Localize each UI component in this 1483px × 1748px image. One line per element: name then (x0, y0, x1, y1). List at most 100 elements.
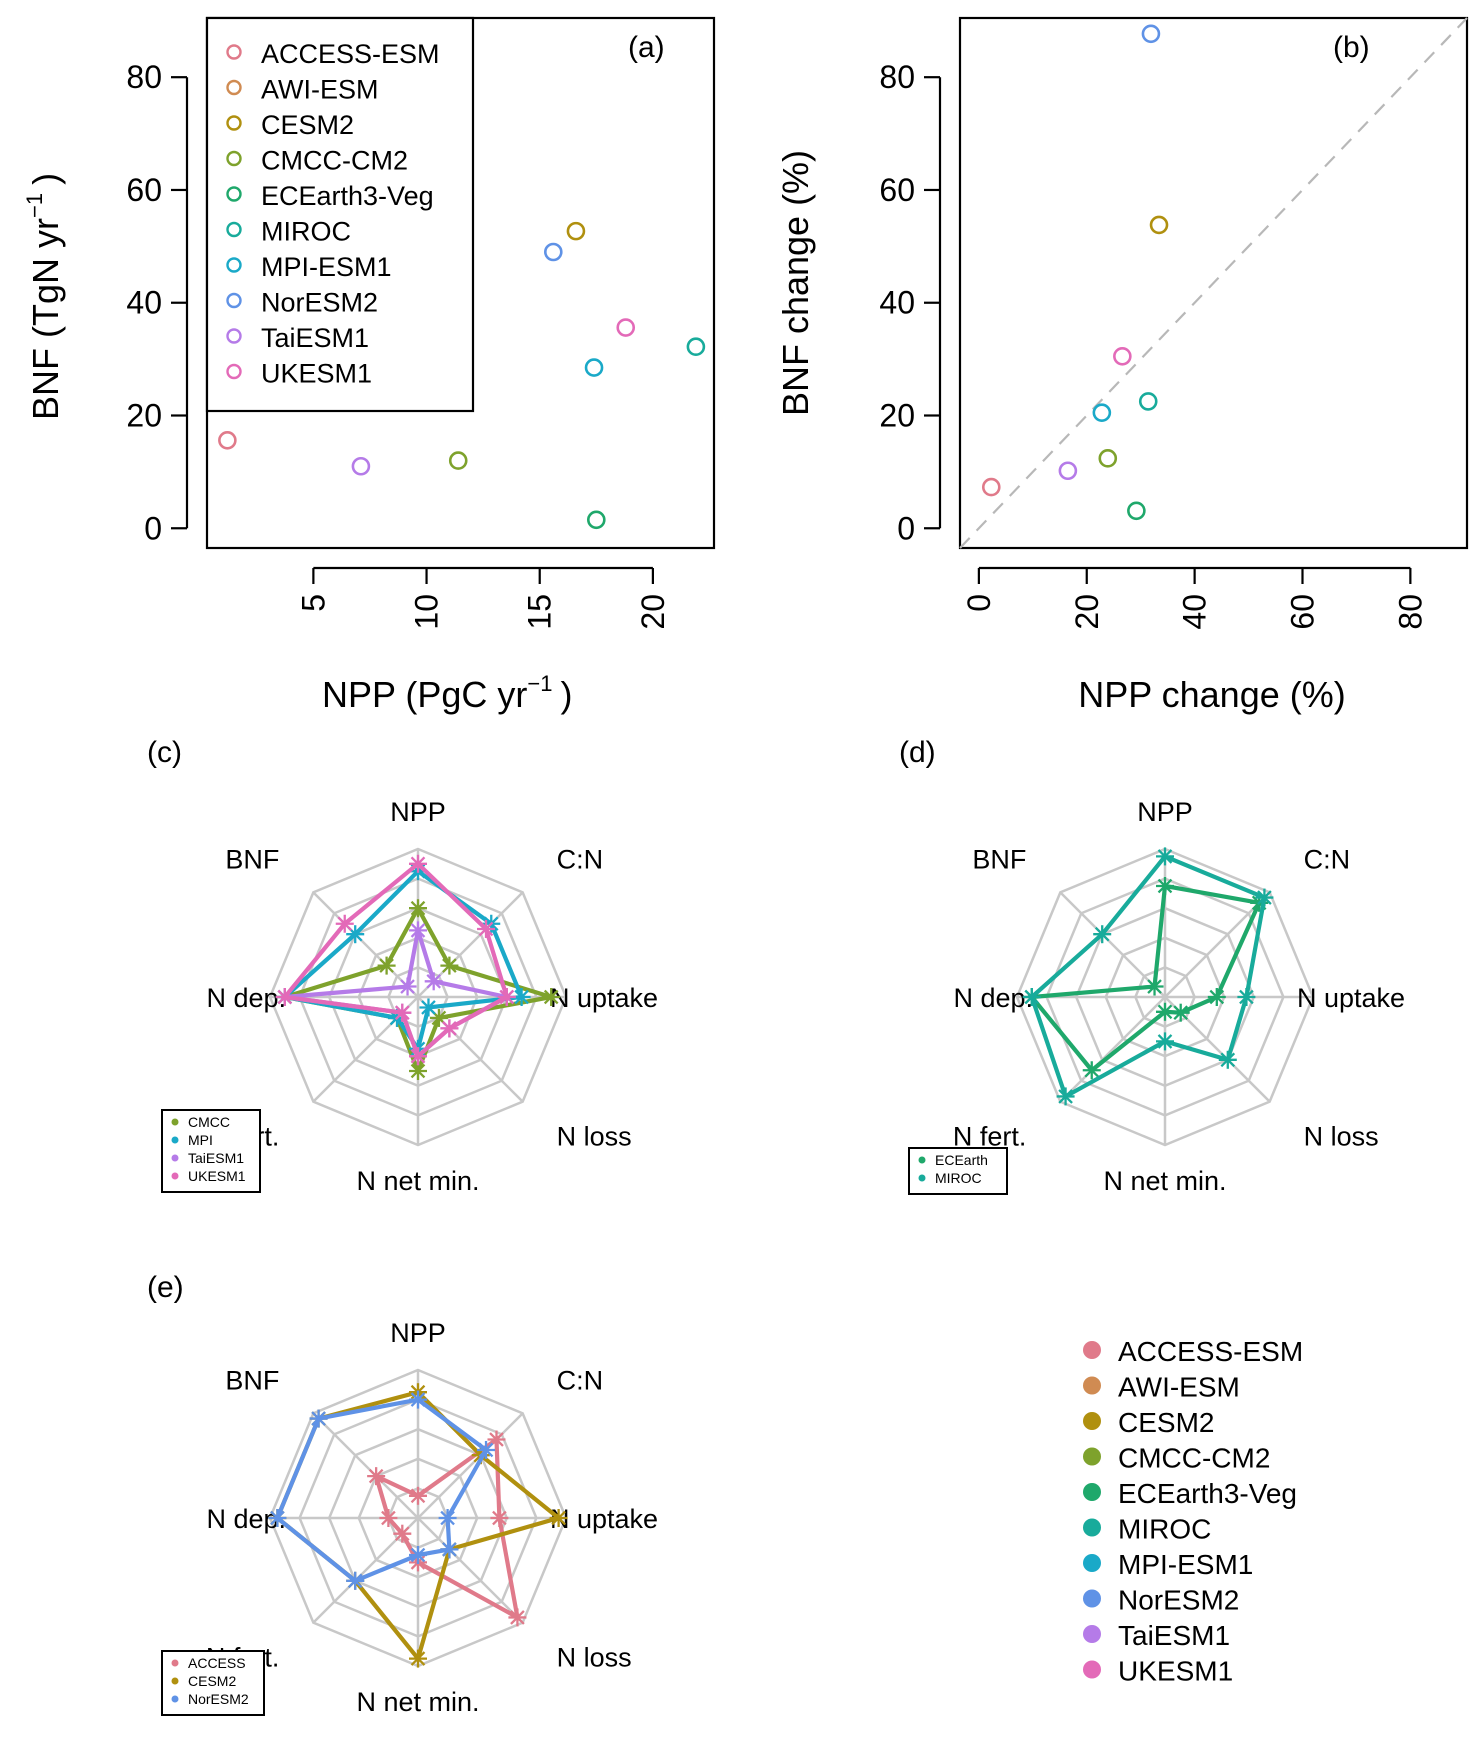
radar-point (440, 1540, 459, 1559)
marker-stroke (395, 1526, 410, 1541)
y-tick-label: 40 (879, 285, 915, 321)
radar-spoke (1059, 996, 1166, 1103)
x-tick-label: 80 (1392, 594, 1428, 630)
legend-marker-access-esm (226, 44, 242, 60)
radar-grid (1015, 847, 1315, 1147)
radar-point (419, 998, 438, 1017)
marker-stroke (421, 1000, 436, 1015)
marker-stroke (270, 1510, 285, 1526)
radar-axis-label: NPP (1137, 797, 1193, 827)
radar-axis-label: C:N (1304, 844, 1351, 874)
panel-b-points (981, 24, 1169, 521)
marker-stroke (1239, 989, 1254, 1005)
radar-legend-label: UKESM1 (188, 1168, 246, 1184)
panel-b-x-axis: 0 20 40 60 80 (961, 566, 1428, 630)
marker-stroke (499, 989, 515, 1005)
x-tick-label: 40 (1177, 594, 1213, 630)
radar-point (346, 1571, 365, 1590)
legend-label: MIROC (1118, 1514, 1211, 1545)
radar-legend: ACCESS CESM2 NorESM2 (161, 1650, 265, 1716)
marker-stroke (395, 1005, 410, 1020)
panel-b-frame (958, 16, 1469, 550)
marker-stroke (1209, 989, 1225, 1005)
legend-dot-mpi-esm1 (1083, 1554, 1101, 1572)
marker-stroke (368, 1468, 384, 1484)
legend-dot-ecearth3-veg (1083, 1483, 1101, 1501)
marker-stroke (1024, 989, 1040, 1005)
radar-point (1156, 1002, 1174, 1021)
data-point-miroc (1138, 392, 1158, 411)
x-tick-label: 15 (522, 594, 558, 630)
panel-a-x-axis: 5 10 15 20 (295, 566, 671, 630)
legend-label: CMCC-CM2 (261, 146, 408, 176)
marker-stroke (426, 974, 441, 989)
radar-legend-marker (918, 1156, 926, 1164)
radar-legend-marker (171, 1659, 179, 1667)
radar-point (1171, 1003, 1190, 1022)
radar-axis-label: BNF (225, 844, 279, 874)
radar-point (542, 988, 561, 1006)
data-point-miroc (686, 337, 706, 357)
legend-label: MPI-ESM1 (1118, 1549, 1253, 1580)
radar-axis-label: N dep. (953, 983, 1033, 1013)
radar-point (409, 1649, 427, 1668)
marker-stroke (1094, 926, 1110, 942)
radar-axis-label: N loss (1304, 1122, 1379, 1152)
radar-point (1218, 1050, 1237, 1069)
radar-legend-marker (171, 1695, 179, 1703)
radar-point (409, 854, 427, 873)
marker-stroke (1157, 878, 1173, 894)
radar-axis-label: N loss (557, 1122, 632, 1152)
x-tick-label: 60 (1284, 594, 1320, 630)
legend-label: UKESM1 (1118, 1656, 1233, 1687)
legend-marker-miroc (226, 221, 242, 238)
legend-label: AWI-ESM (261, 75, 379, 105)
marker-stroke (337, 916, 353, 932)
legend-dot-miroc (1083, 1518, 1101, 1537)
radar-axis-label: BNF (972, 844, 1026, 874)
panel-c-letter: (c) (147, 736, 182, 769)
panel-b-one-to-one-line (959, 17, 1468, 549)
y-tick-label: 0 (897, 510, 915, 546)
radar-point (1237, 988, 1256, 1006)
radar-point (409, 1486, 427, 1505)
radar-point (409, 899, 427, 918)
radar-spoke (1164, 891, 1271, 998)
marker-stroke (1157, 849, 1173, 864)
marker-stroke (440, 1510, 455, 1526)
radar-axis-label: N net min. (356, 1687, 479, 1717)
marker-stroke (1084, 1062, 1100, 1078)
radar-point (508, 1608, 527, 1627)
data-point-noresm2 (1141, 24, 1161, 44)
data-point-taiesm1 (1058, 461, 1078, 481)
marker-stroke (442, 1021, 457, 1036)
radar-point (409, 1047, 427, 1066)
legend-marker-taiesm1 (226, 328, 242, 344)
marker-stroke (1220, 1052, 1236, 1068)
x-tick-label: 10 (409, 594, 445, 630)
data-point-cmcc-cm2 (448, 451, 468, 470)
model-legend: ACCESS-ESM AWI-ESM CESM2 CMCC-CM2 ECEarth3-V… (1083, 1336, 1303, 1687)
radar-legend-label: MPI (188, 1132, 213, 1148)
x-tick-label: 20 (635, 594, 671, 630)
radar-point (1022, 988, 1041, 1006)
legend-dot-taiesm1 (1083, 1625, 1101, 1643)
legend-label: ECEarth3-Veg (1118, 1478, 1297, 1509)
marker-stroke (551, 1510, 566, 1526)
radar-legend: ECEarth MIROC (908, 1147, 1008, 1195)
marker-stroke (492, 1510, 507, 1526)
radar-axis-label: NPP (390, 1318, 446, 1348)
radar-point (409, 1546, 427, 1564)
marker-stroke (1173, 1005, 1188, 1020)
marker-stroke (543, 989, 559, 1005)
radar-legend-box (908, 1147, 1008, 1195)
legend-dot-cmcc-cm2 (1083, 1447, 1101, 1466)
marker-stroke (311, 1411, 326, 1426)
legend-label: UKESM1 (261, 359, 372, 389)
data-point-cmcc-cm2 (1098, 449, 1118, 468)
legend-label: MPI-ESM1 (261, 252, 392, 282)
radar-point (1207, 988, 1226, 1006)
panel-a-xlabel: NPP (PgC yr−1) (322, 671, 572, 715)
